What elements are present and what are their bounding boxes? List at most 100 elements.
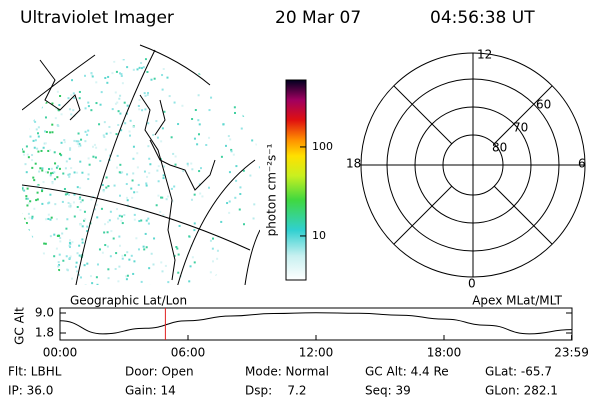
speckle bbox=[68, 58, 71, 60]
speckle bbox=[77, 273, 80, 276]
speckle bbox=[239, 186, 242, 189]
speckle bbox=[35, 199, 38, 202]
speckle bbox=[136, 166, 139, 169]
speckle bbox=[65, 255, 68, 258]
speckle bbox=[140, 219, 143, 222]
speckle bbox=[260, 285, 262, 287]
speckle bbox=[126, 251, 129, 254]
status-field: Seq: 39 bbox=[365, 384, 411, 398]
speckle bbox=[105, 176, 108, 179]
speckle bbox=[78, 97, 81, 100]
speckle bbox=[22, 105, 23, 108]
speckle bbox=[58, 234, 61, 237]
speckle bbox=[56, 176, 59, 179]
speckle bbox=[210, 279, 213, 282]
speckle bbox=[261, 238, 263, 240]
speckle bbox=[37, 135, 40, 138]
speckle bbox=[26, 153, 29, 156]
speckle bbox=[65, 160, 68, 163]
status-field: Mode: Normal bbox=[245, 365, 329, 379]
speckle bbox=[227, 135, 230, 138]
speckle bbox=[83, 210, 86, 213]
speckle bbox=[133, 213, 136, 216]
speckle bbox=[70, 113, 73, 116]
speckle bbox=[152, 133, 155, 136]
speckle bbox=[126, 173, 129, 176]
speckle bbox=[106, 231, 109, 234]
speckle bbox=[50, 167, 53, 170]
speckle bbox=[50, 172, 53, 175]
speckle bbox=[216, 249, 219, 252]
speckle bbox=[88, 163, 91, 166]
speckle bbox=[87, 157, 90, 160]
speckle bbox=[91, 75, 94, 78]
speckle bbox=[89, 286, 91, 288]
speckle bbox=[119, 94, 122, 97]
status-field: Flt: LBHL bbox=[8, 365, 62, 379]
speckle bbox=[232, 153, 235, 156]
speckle bbox=[188, 235, 191, 238]
speckle bbox=[59, 152, 62, 155]
speckle bbox=[161, 270, 164, 273]
speckle bbox=[22, 64, 24, 67]
speckle bbox=[44, 130, 47, 133]
speckle bbox=[91, 282, 94, 285]
speckle bbox=[177, 123, 180, 126]
speckle bbox=[24, 125, 27, 128]
speckle bbox=[57, 261, 60, 264]
speckle bbox=[156, 169, 159, 172]
speckle bbox=[266, 129, 268, 131]
speckle bbox=[217, 277, 220, 280]
speckle bbox=[106, 245, 109, 248]
speckle bbox=[22, 148, 24, 151]
speckle bbox=[170, 136, 173, 139]
speckle bbox=[43, 95, 46, 98]
speckle bbox=[241, 278, 244, 281]
speckle bbox=[45, 171, 48, 174]
speckle bbox=[147, 222, 150, 225]
speckle bbox=[68, 244, 71, 247]
speckle bbox=[67, 193, 70, 196]
speckle bbox=[41, 264, 44, 267]
colorbar-tick-label: 100 bbox=[312, 140, 333, 153]
speckle bbox=[120, 129, 123, 132]
speckle bbox=[126, 274, 129, 277]
altitude-line bbox=[59, 312, 572, 335]
speckle bbox=[68, 281, 71, 284]
speckle bbox=[136, 152, 139, 155]
speckle bbox=[99, 159, 102, 162]
speckle bbox=[49, 235, 52, 238]
speckle bbox=[243, 223, 246, 226]
speckle bbox=[69, 68, 72, 71]
speckle bbox=[146, 175, 149, 178]
speckle bbox=[109, 154, 112, 157]
speckle bbox=[19, 183, 21, 185]
speckle bbox=[84, 140, 87, 143]
speckle bbox=[53, 178, 56, 181]
speckle bbox=[188, 60, 191, 63]
speckle bbox=[32, 139, 35, 142]
speckle bbox=[22, 213, 23, 216]
speckle bbox=[228, 87, 231, 90]
speckle bbox=[103, 135, 106, 138]
speckle bbox=[193, 222, 196, 225]
speckle bbox=[104, 244, 107, 247]
speckle bbox=[144, 94, 147, 97]
speckle bbox=[201, 195, 204, 198]
speckle bbox=[38, 263, 41, 266]
speckle bbox=[239, 58, 242, 61]
speckle bbox=[190, 162, 193, 165]
speckle bbox=[161, 196, 164, 199]
speckle bbox=[41, 202, 44, 205]
speckle bbox=[45, 101, 48, 104]
x-tick-label: 00:00 bbox=[43, 346, 78, 360]
speckle bbox=[27, 127, 30, 130]
speckle bbox=[83, 219, 86, 222]
speckle bbox=[53, 233, 56, 236]
speckle bbox=[33, 109, 36, 112]
speckle bbox=[216, 257, 219, 260]
speckle bbox=[126, 66, 129, 69]
speckle bbox=[43, 142, 46, 145]
speckle bbox=[25, 74, 28, 77]
